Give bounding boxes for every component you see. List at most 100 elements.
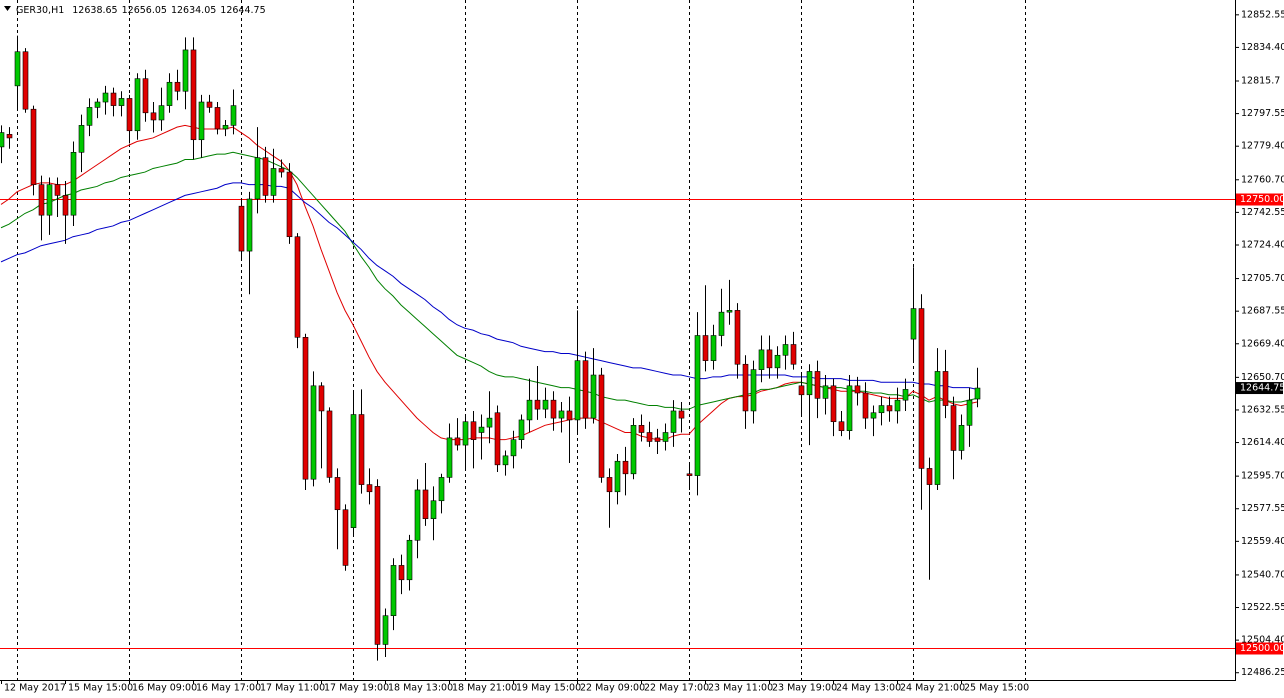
candle-body (790, 344, 797, 365)
x-tick-label: 25 May 15:00 (964, 683, 1029, 694)
candle-body (38, 184, 45, 216)
candle-body (550, 399, 557, 419)
candle-body (534, 399, 541, 410)
candle-body (782, 344, 789, 356)
y-tick-label: 12650.70 (1241, 372, 1284, 383)
y-tick-label: 12614.40 (1241, 437, 1284, 448)
candle-body (286, 171, 293, 238)
candle-body (454, 437, 461, 446)
y-tick-label: 12687.55 (1241, 306, 1284, 317)
x-tick-label: 24 May 13:00 (836, 683, 901, 694)
y-tick-label: 12540.70 (1241, 569, 1284, 580)
candle-body (246, 198, 253, 252)
x-tick-label: 22 May 17:00 (644, 683, 709, 694)
x-tick-label: 15 May 15:00 (68, 683, 133, 694)
plot-area (0, 0, 1235, 680)
candle-body (870, 412, 877, 419)
menu-icon[interactable] (4, 6, 11, 11)
candle-body (638, 425, 645, 433)
x-tick-label: 23 May 11:00 (708, 683, 773, 694)
candle-body (622, 460, 629, 475)
current-price-label: 12644.75 (1240, 383, 1284, 394)
candle-body (30, 108, 37, 185)
candle-body (142, 78, 149, 114)
candle-body (326, 410, 333, 478)
candle-body (158, 105, 165, 121)
candle-body (910, 308, 917, 340)
current-price-tag (1236, 382, 1283, 395)
candle-body (198, 101, 205, 141)
candle-body (614, 460, 621, 493)
y-tick-label: 12486.25 (1241, 667, 1284, 678)
candle-body (446, 437, 453, 478)
candle-body (606, 477, 613, 493)
candle-body (710, 335, 717, 361)
candle-body (254, 157, 261, 200)
candle-body (926, 468, 933, 485)
candle-body (822, 385, 829, 399)
candle-body (126, 98, 133, 132)
candle-body (334, 477, 341, 511)
candle-body (190, 49, 197, 141)
candle-body (46, 184, 53, 216)
candle-body (166, 81, 173, 106)
candle-body (694, 335, 701, 476)
candle-body (686, 473, 693, 476)
candle-body (862, 392, 869, 419)
candle-body (214, 107, 221, 130)
candle-body (598, 374, 605, 478)
candle-body (310, 385, 317, 480)
candle-body (734, 310, 741, 365)
candle-body (918, 308, 925, 469)
level-label: 12750.00 (1240, 194, 1284, 205)
candle-body (846, 385, 853, 432)
y-tick-label: 12779.40 (1241, 141, 1284, 152)
candle-body (374, 486, 381, 645)
candle-body (894, 399, 901, 412)
y-tick-label: 12632.55 (1241, 404, 1284, 415)
candle-body (134, 78, 141, 132)
candle-body (0, 132, 5, 148)
y-tick-label: 12724.40 (1241, 239, 1284, 250)
x-tick-label: 12 May 2017 (4, 683, 66, 694)
moving-average (0, 182, 978, 390)
candle-body (726, 310, 733, 313)
candle-body (438, 477, 445, 502)
candle-body (414, 489, 421, 541)
symbol: GER30,H1 (16, 5, 64, 16)
y-tick-label: 12522.55 (1241, 602, 1284, 613)
candle-body (294, 236, 301, 338)
candle-body (646, 432, 653, 442)
candle-body (494, 412, 501, 466)
candle-body (902, 389, 909, 401)
candle-body (806, 371, 813, 396)
candle-body (942, 371, 949, 406)
candle-body (86, 107, 93, 126)
candle-body (830, 385, 837, 423)
candle-body (838, 421, 845, 432)
candle-body (966, 399, 973, 426)
y-tick-label: 12705.70 (1241, 273, 1284, 284)
candle-body (62, 195, 69, 216)
candle-body (526, 399, 533, 421)
header-high: 12656.05 (122, 5, 167, 16)
y-tick-label: 12760.70 (1241, 174, 1284, 185)
candle-body (582, 360, 589, 419)
moving-average (0, 151, 978, 410)
header-low: 12634.05 (171, 5, 216, 16)
header-open: 12638.65 (72, 5, 117, 16)
candle-body (478, 426, 485, 433)
candle-body (662, 432, 669, 442)
candle-body (750, 369, 757, 412)
y-tick-label: 12852.55 (1241, 9, 1284, 20)
candle-body (590, 374, 597, 419)
candle-body (70, 152, 77, 216)
x-tick-label: 18 May 13:00 (388, 683, 453, 694)
candle-body (430, 500, 437, 520)
x-tick-label: 23 May 19:00 (772, 683, 837, 694)
candle-body (94, 101, 101, 108)
x-tick-label: 17 May 11:00 (260, 683, 325, 694)
candle-body (758, 349, 765, 370)
